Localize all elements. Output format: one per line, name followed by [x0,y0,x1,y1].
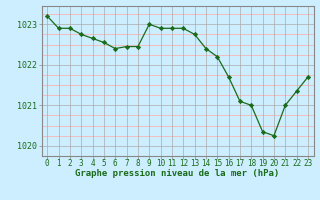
X-axis label: Graphe pression niveau de la mer (hPa): Graphe pression niveau de la mer (hPa) [76,169,280,178]
